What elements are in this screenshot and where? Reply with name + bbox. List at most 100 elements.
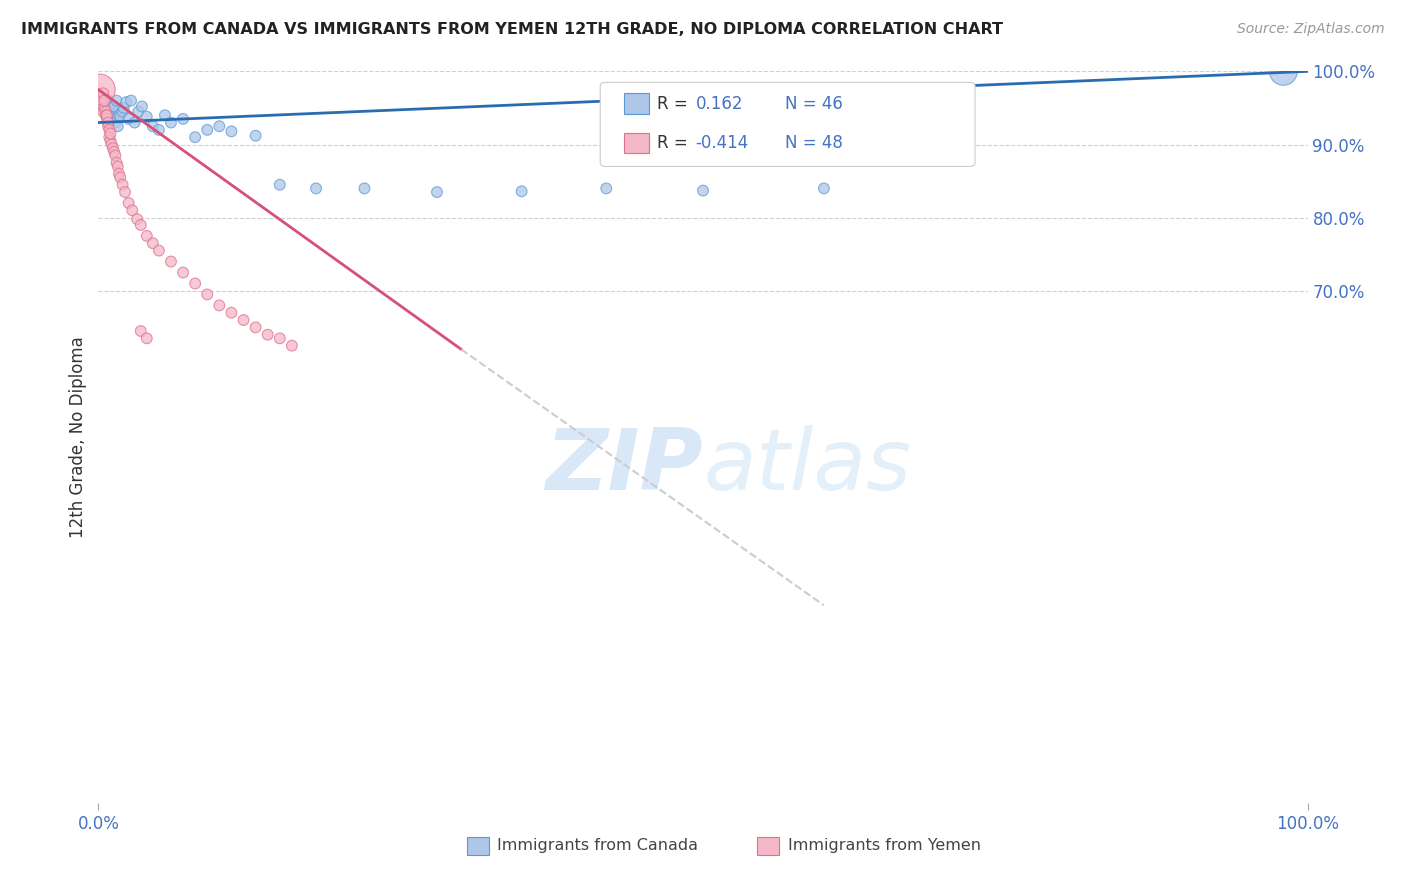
Point bbox=[142, 236, 165, 251]
Point bbox=[94, 104, 117, 119]
Point bbox=[221, 306, 243, 320]
Point bbox=[232, 313, 254, 327]
Point bbox=[103, 99, 125, 113]
Point bbox=[172, 266, 194, 280]
Point bbox=[108, 108, 131, 122]
Point bbox=[114, 185, 136, 199]
Point bbox=[195, 123, 218, 137]
Text: N = 48: N = 48 bbox=[785, 134, 844, 152]
Point bbox=[269, 178, 291, 192]
Point bbox=[148, 123, 170, 137]
Point bbox=[108, 170, 131, 185]
Bar bbox=[624, 133, 648, 153]
Point bbox=[118, 112, 141, 126]
Point bbox=[160, 254, 183, 268]
Point bbox=[595, 181, 617, 195]
Point bbox=[120, 94, 142, 108]
Point bbox=[305, 181, 328, 195]
Point bbox=[184, 277, 207, 291]
Point bbox=[111, 104, 134, 119]
Point bbox=[101, 141, 124, 155]
Bar bbox=[758, 838, 779, 855]
Text: Immigrants from Canada: Immigrants from Canada bbox=[498, 838, 699, 853]
Point bbox=[91, 94, 114, 108]
Point bbox=[104, 148, 127, 162]
Point bbox=[195, 287, 218, 301]
Point bbox=[89, 83, 111, 97]
Point bbox=[111, 178, 134, 192]
Text: Source: ZipAtlas.com: Source: ZipAtlas.com bbox=[1237, 22, 1385, 37]
Text: Immigrants from Yemen: Immigrants from Yemen bbox=[787, 838, 980, 853]
Point bbox=[208, 119, 231, 133]
FancyBboxPatch shape bbox=[600, 82, 976, 167]
Text: R =: R = bbox=[657, 134, 688, 152]
Point bbox=[131, 99, 153, 113]
Point bbox=[160, 115, 183, 129]
Point bbox=[108, 110, 131, 124]
Point bbox=[97, 119, 120, 133]
Point bbox=[426, 185, 449, 199]
Point bbox=[94, 95, 117, 109]
Point bbox=[108, 167, 131, 181]
Point bbox=[105, 156, 128, 170]
Point bbox=[256, 327, 278, 342]
Point bbox=[184, 130, 207, 145]
Point bbox=[100, 137, 122, 152]
Text: -0.414: -0.414 bbox=[696, 134, 749, 152]
Point bbox=[107, 119, 129, 133]
Point bbox=[281, 338, 304, 352]
Point bbox=[1272, 64, 1295, 78]
Text: ZIP: ZIP bbox=[546, 425, 703, 508]
Point bbox=[142, 119, 165, 133]
Bar bbox=[467, 838, 489, 855]
Point bbox=[96, 112, 118, 126]
Point bbox=[121, 203, 143, 218]
Point bbox=[100, 108, 122, 122]
Point bbox=[97, 115, 120, 129]
Point bbox=[112, 101, 135, 115]
Point bbox=[97, 94, 120, 108]
Point bbox=[98, 104, 121, 119]
Point bbox=[135, 228, 157, 243]
Point bbox=[129, 218, 152, 232]
Point bbox=[93, 97, 115, 112]
Text: R =: R = bbox=[657, 95, 688, 112]
Point bbox=[115, 95, 138, 109]
Point bbox=[127, 212, 149, 227]
Point bbox=[148, 244, 170, 258]
Point bbox=[94, 108, 117, 122]
Point bbox=[118, 196, 141, 211]
Point bbox=[100, 101, 122, 115]
Point bbox=[269, 331, 291, 345]
Point bbox=[813, 181, 835, 195]
Point bbox=[105, 94, 128, 108]
Point bbox=[90, 94, 112, 108]
Point bbox=[100, 127, 122, 141]
Point bbox=[91, 97, 114, 112]
Y-axis label: 12th Grade, No Diploma: 12th Grade, No Diploma bbox=[69, 336, 87, 538]
Point bbox=[96, 108, 118, 122]
Text: N = 46: N = 46 bbox=[785, 95, 844, 112]
Point bbox=[91, 104, 114, 119]
Point bbox=[208, 298, 231, 312]
Point bbox=[135, 331, 157, 345]
Point bbox=[692, 184, 714, 198]
Point bbox=[127, 104, 149, 119]
Point bbox=[221, 124, 243, 138]
Point bbox=[245, 128, 267, 143]
Point bbox=[90, 90, 112, 104]
Point bbox=[245, 320, 267, 334]
Point bbox=[135, 110, 157, 124]
Point bbox=[124, 115, 146, 129]
Point bbox=[104, 115, 127, 129]
Text: IMMIGRANTS FROM CANADA VS IMMIGRANTS FROM YEMEN 12TH GRADE, NO DIPLOMA CORRELATI: IMMIGRANTS FROM CANADA VS IMMIGRANTS FRO… bbox=[21, 22, 1002, 37]
Point bbox=[91, 92, 114, 106]
Point bbox=[101, 112, 124, 126]
Point bbox=[96, 99, 118, 113]
Point bbox=[98, 123, 121, 137]
Point bbox=[93, 94, 115, 108]
Bar bbox=[624, 94, 648, 114]
Point bbox=[353, 181, 375, 195]
Point bbox=[153, 108, 176, 122]
Point bbox=[93, 101, 115, 115]
